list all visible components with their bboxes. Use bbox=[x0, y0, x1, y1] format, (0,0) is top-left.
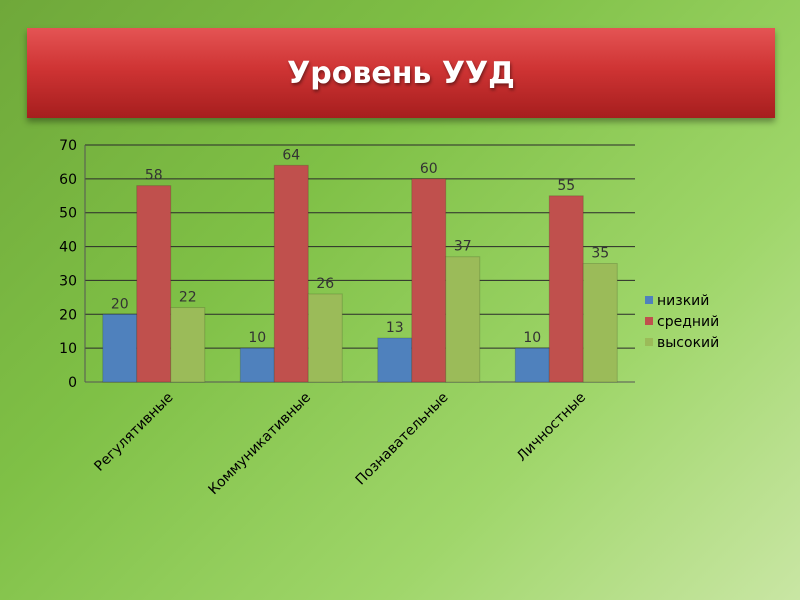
y-tick-label: 10 bbox=[59, 341, 77, 357]
legend-label: высокий bbox=[657, 335, 719, 351]
y-tick-label: 30 bbox=[59, 273, 77, 289]
data-label: 22 bbox=[179, 290, 197, 306]
data-label: 13 bbox=[386, 320, 404, 336]
bar bbox=[514, 347, 550, 383]
bar bbox=[170, 307, 206, 383]
data-label: 60 bbox=[420, 161, 438, 177]
legend-swatch bbox=[645, 338, 653, 346]
data-label: 10 bbox=[248, 330, 266, 346]
data-label: 37 bbox=[454, 239, 472, 255]
category-label: Познавательные bbox=[353, 390, 452, 489]
bar bbox=[273, 164, 309, 383]
bar bbox=[411, 178, 447, 383]
y-tick-label: 20 bbox=[59, 307, 77, 323]
slide-title: Уровень УУД bbox=[287, 56, 515, 91]
legend-label: средний bbox=[657, 314, 719, 330]
y-tick-label: 60 bbox=[59, 172, 77, 188]
y-tick-label: 0 bbox=[68, 375, 77, 391]
bar bbox=[582, 263, 618, 383]
data-label: 10 bbox=[523, 330, 541, 346]
bar bbox=[102, 313, 138, 383]
data-label: 58 bbox=[145, 168, 163, 184]
category-label: Регулятивные bbox=[91, 390, 176, 475]
bar bbox=[377, 337, 413, 383]
data-label: 55 bbox=[557, 178, 575, 194]
data-label: 64 bbox=[282, 147, 300, 163]
category-label: Личностные bbox=[514, 390, 589, 465]
data-label: 26 bbox=[316, 276, 334, 292]
legend-swatch bbox=[645, 296, 653, 304]
data-label: 35 bbox=[591, 246, 609, 262]
bar bbox=[548, 195, 584, 383]
y-tick-label: 50 bbox=[59, 206, 77, 222]
bar bbox=[445, 256, 481, 383]
legend-swatch bbox=[645, 317, 653, 325]
y-tick-label: 70 bbox=[59, 138, 77, 154]
category-label: Коммуникативные bbox=[206, 390, 315, 499]
bar bbox=[307, 293, 343, 383]
data-label: 20 bbox=[111, 296, 129, 312]
bar bbox=[239, 347, 275, 383]
bar bbox=[136, 185, 172, 383]
title-banner: Уровень УУД bbox=[27, 28, 775, 118]
y-tick-label: 40 bbox=[59, 240, 77, 256]
legend-label: низкий bbox=[657, 293, 709, 309]
